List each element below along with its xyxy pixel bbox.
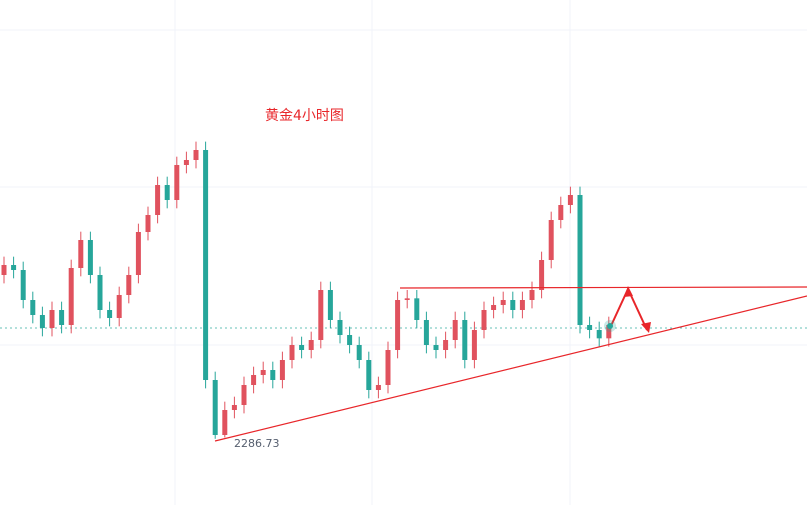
candle-body	[519, 300, 525, 310]
candle-body	[145, 215, 151, 232]
candle-body	[510, 300, 516, 310]
trend-line	[214, 295, 807, 442]
candle-body	[116, 295, 122, 318]
candle-body	[87, 240, 93, 275]
candle-body	[20, 270, 26, 300]
candle-body	[126, 275, 132, 295]
annotations	[214, 286, 807, 442]
resistance-line	[399, 286, 807, 289]
low-label: 2286.73	[234, 437, 280, 450]
candle-body	[327, 290, 333, 320]
candle-body	[231, 405, 237, 410]
candle-body	[59, 310, 65, 325]
candle-body	[500, 300, 506, 305]
arrow-head	[641, 322, 651, 333]
candle-body	[318, 290, 324, 340]
candle-body	[212, 380, 218, 435]
candle-body	[30, 300, 36, 315]
candle-body	[395, 300, 401, 350]
candle-body	[203, 150, 209, 380]
candle-body	[279, 360, 285, 380]
candle-body	[596, 330, 602, 339]
candle-body	[68, 268, 74, 325]
candle-body	[452, 320, 458, 340]
candle-body	[347, 335, 353, 345]
candle-body	[606, 325, 612, 339]
candle-body	[481, 310, 487, 330]
candle-body	[433, 345, 439, 350]
candle-body	[539, 260, 545, 290]
candle-body	[308, 340, 314, 350]
candle-body	[471, 330, 477, 360]
candle-body	[183, 160, 189, 165]
candle-body	[491, 305, 497, 310]
candle-body	[587, 325, 593, 330]
candle-body	[49, 310, 55, 328]
candle-body	[164, 185, 170, 200]
candle-body	[558, 205, 564, 220]
candles	[1, 141, 612, 439]
candle-body	[443, 340, 449, 350]
candle-body	[567, 195, 573, 205]
candle-body	[174, 165, 180, 200]
candle-body	[577, 195, 583, 325]
candle-body	[241, 385, 247, 405]
candle-body	[375, 385, 381, 390]
candle-body	[462, 320, 468, 360]
candle-body	[366, 360, 372, 390]
candle-body	[193, 150, 199, 160]
candle-body	[423, 320, 429, 345]
candle-body	[251, 375, 257, 385]
candle-body	[270, 370, 276, 380]
price-dot	[607, 323, 613, 329]
candle-body	[155, 185, 161, 215]
candle-body	[97, 275, 103, 310]
candle-body	[1, 265, 7, 275]
candle-body	[39, 315, 45, 328]
candle-body	[529, 290, 535, 300]
candle-body	[548, 220, 554, 260]
chart-title: 黄金4小时图	[265, 107, 344, 124]
candle-body	[337, 320, 343, 335]
candle-body	[222, 410, 228, 435]
candle-body	[356, 345, 362, 360]
candle-body	[385, 350, 391, 385]
candle-body	[107, 310, 113, 318]
candle-body	[11, 265, 17, 270]
candle-body	[404, 298, 410, 300]
candle-body	[289, 345, 295, 360]
candle-body	[299, 345, 305, 350]
arrow-head	[624, 286, 633, 297]
candle-body	[260, 370, 266, 375]
candle-body	[78, 240, 84, 268]
candle-body	[135, 232, 141, 275]
candle-body	[414, 298, 420, 320]
